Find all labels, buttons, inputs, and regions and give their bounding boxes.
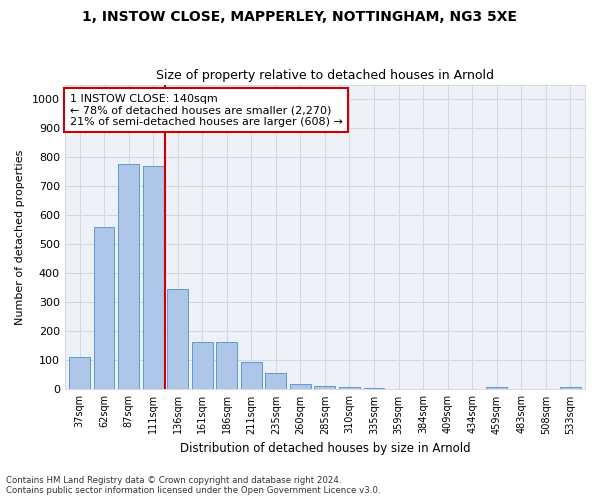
Bar xyxy=(167,290,188,390)
Bar xyxy=(339,386,360,390)
Title: Size of property relative to detached houses in Arnold: Size of property relative to detached ho… xyxy=(156,69,494,82)
Bar xyxy=(290,384,311,390)
Bar xyxy=(118,164,139,390)
Text: 1 INSTOW CLOSE: 140sqm
← 78% of detached houses are smaller (2,270)
21% of semi-: 1 INSTOW CLOSE: 140sqm ← 78% of detached… xyxy=(70,94,343,127)
Bar xyxy=(143,166,164,390)
Y-axis label: Number of detached properties: Number of detached properties xyxy=(15,150,25,324)
Bar xyxy=(69,358,90,390)
Bar xyxy=(314,386,335,390)
Bar xyxy=(486,387,507,390)
Text: 1, INSTOW CLOSE, MAPPERLEY, NOTTINGHAM, NG3 5XE: 1, INSTOW CLOSE, MAPPERLEY, NOTTINGHAM, … xyxy=(83,10,517,24)
Bar xyxy=(217,342,237,390)
X-axis label: Distribution of detached houses by size in Arnold: Distribution of detached houses by size … xyxy=(179,442,470,455)
Bar xyxy=(241,362,262,390)
Bar xyxy=(364,388,385,390)
Bar xyxy=(265,374,286,390)
Bar xyxy=(192,342,212,390)
Bar xyxy=(560,387,581,390)
Bar xyxy=(94,228,115,390)
Text: Contains HM Land Registry data © Crown copyright and database right 2024.
Contai: Contains HM Land Registry data © Crown c… xyxy=(6,476,380,495)
